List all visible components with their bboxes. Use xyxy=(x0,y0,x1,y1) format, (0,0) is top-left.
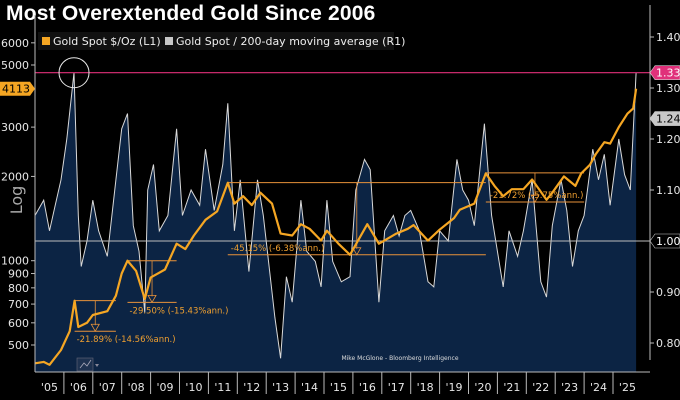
drawdown-arrow-icon xyxy=(147,294,157,304)
x-tick-label: '22 xyxy=(532,381,549,394)
gold-line xyxy=(34,88,638,366)
left-tick-label: 700 xyxy=(8,298,29,311)
legend-label-ratio: Gold Spot / 200-day moving average (R1) xyxy=(176,35,405,48)
chart-title: Most Overextended Gold Since 2006 xyxy=(6,2,376,25)
left-tick-label: 600 xyxy=(8,317,29,330)
right-tick-label: 1.10 xyxy=(656,184,680,197)
right-tick-label: 1.40 xyxy=(656,31,680,44)
ratio-last-value-tag xyxy=(649,111,680,126)
right-tick-label: 1.20 xyxy=(656,133,680,146)
drawdown-label: -21.89% (-14.56%ann.) xyxy=(77,335,176,345)
ratio-line xyxy=(34,72,637,359)
left-tick-label: 6000 xyxy=(1,37,29,50)
x-tick-label: '25 xyxy=(619,381,636,394)
x-tick-label: '08 xyxy=(128,381,145,394)
line-chart-icon xyxy=(79,359,92,369)
x-tick-label: '17 xyxy=(388,381,405,394)
drawdown-label: -21.72% (-5.75%ann.) xyxy=(490,191,584,201)
x-tick-label: '23 xyxy=(561,381,578,394)
drawdown-arrow-icon xyxy=(90,323,100,333)
legend-swatch-gold xyxy=(42,37,50,45)
right-tick-label: 0.80 xyxy=(656,337,680,350)
right-tick-label: 0.90 xyxy=(656,286,680,299)
x-tick-label: '19 xyxy=(446,381,463,394)
x-tick-label: '05 xyxy=(41,381,58,394)
baseline-tag xyxy=(649,233,680,249)
drawdown-label: -29.50% (-15.43%ann.) xyxy=(129,306,228,316)
dropdown-arrow-icon xyxy=(95,364,99,367)
x-tick-label: '18 xyxy=(417,381,434,394)
left-tick-label: 1000 xyxy=(1,255,29,268)
left-tick-label: 500 xyxy=(8,339,29,352)
left-tick-label: 5000 xyxy=(1,59,29,72)
x-tick-label: '12 xyxy=(243,381,260,394)
left-tick-label: 2000 xyxy=(1,170,29,183)
gold-last-value: 4113 xyxy=(2,83,30,96)
x-tick-label: '07 xyxy=(99,381,116,394)
drawdown-arrow-icon xyxy=(352,247,362,256)
left-tick-label: 800 xyxy=(8,282,29,295)
right-tick-label: 1.30 xyxy=(656,82,680,95)
legend-swatch-ratio xyxy=(165,37,173,45)
x-tick-label: '11 xyxy=(214,381,231,394)
left-tick-label: 900 xyxy=(8,268,29,281)
x-tick-label: '14 xyxy=(301,381,318,394)
baseline-tag-label: 1.00 xyxy=(656,235,680,248)
credit-text: Mike McGlone - Bloomberg Intelligence xyxy=(341,355,458,362)
legend xyxy=(38,32,394,50)
drawdown-label: -45.15% (-6.38%ann.) xyxy=(231,244,325,254)
legend-label-gold: Gold Spot $/Oz (L1) xyxy=(53,35,161,48)
left-tick-label: 3000 xyxy=(1,121,29,134)
highlight-circle xyxy=(58,57,90,89)
x-tick-label: '20 xyxy=(474,381,491,394)
left-axis-label: Log xyxy=(7,186,26,215)
x-tick-label: '15 xyxy=(330,381,347,394)
gold-last-value-tag xyxy=(0,81,35,96)
ratio-high-tag-label: 1.33 xyxy=(656,67,680,80)
x-tick-label: '06 xyxy=(70,381,87,394)
ratio-last-value-tag-label: 1.24 xyxy=(656,113,680,126)
x-tick-label: '24 xyxy=(590,381,607,394)
x-tick-label: '16 xyxy=(359,381,376,394)
drawdown-arrow-icon xyxy=(530,194,540,203)
ratio-high-tag xyxy=(649,65,680,80)
x-tick-label: '13 xyxy=(272,381,289,394)
x-tick-label: '09 xyxy=(157,381,174,394)
x-tick-label: '10 xyxy=(185,381,202,394)
x-tick-label: '21 xyxy=(503,381,520,394)
